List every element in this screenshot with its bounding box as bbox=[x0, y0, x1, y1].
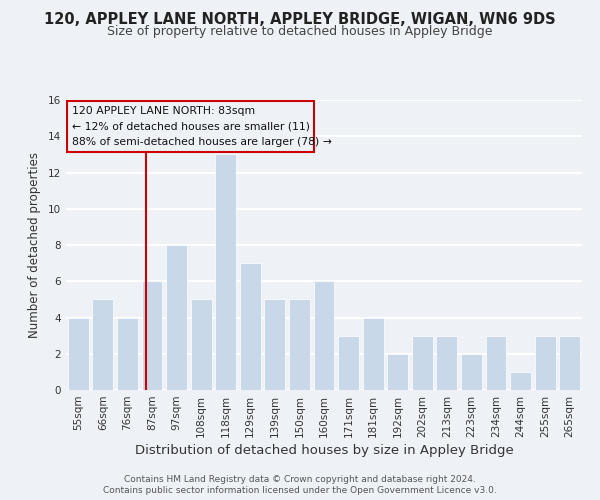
Bar bbox=[559, 336, 580, 390]
Bar bbox=[240, 263, 261, 390]
Bar bbox=[191, 300, 212, 390]
FancyBboxPatch shape bbox=[67, 101, 314, 152]
Bar bbox=[412, 336, 433, 390]
Text: Contains public sector information licensed under the Open Government Licence v3: Contains public sector information licen… bbox=[103, 486, 497, 495]
Y-axis label: Number of detached properties: Number of detached properties bbox=[28, 152, 41, 338]
Text: Contains HM Land Registry data © Crown copyright and database right 2024.: Contains HM Land Registry data © Crown c… bbox=[124, 475, 476, 484]
Bar bbox=[117, 318, 138, 390]
Bar bbox=[461, 354, 482, 390]
Bar bbox=[535, 336, 556, 390]
Bar bbox=[68, 318, 89, 390]
Bar bbox=[92, 300, 113, 390]
Bar bbox=[387, 354, 408, 390]
Bar bbox=[289, 300, 310, 390]
Text: ← 12% of detached houses are smaller (11): ← 12% of detached houses are smaller (11… bbox=[72, 122, 310, 132]
Bar bbox=[362, 318, 383, 390]
Bar bbox=[436, 336, 457, 390]
Bar bbox=[215, 154, 236, 390]
Text: 120 APPLEY LANE NORTH: 83sqm: 120 APPLEY LANE NORTH: 83sqm bbox=[72, 106, 255, 117]
Bar bbox=[510, 372, 531, 390]
Bar bbox=[314, 281, 334, 390]
Text: 88% of semi-detached houses are larger (78) →: 88% of semi-detached houses are larger (… bbox=[72, 137, 332, 147]
Text: 120, APPLEY LANE NORTH, APPLEY BRIDGE, WIGAN, WN6 9DS: 120, APPLEY LANE NORTH, APPLEY BRIDGE, W… bbox=[44, 12, 556, 28]
X-axis label: Distribution of detached houses by size in Appley Bridge: Distribution of detached houses by size … bbox=[134, 444, 514, 457]
Bar bbox=[166, 245, 187, 390]
Bar bbox=[265, 300, 286, 390]
Bar bbox=[485, 336, 506, 390]
Bar bbox=[338, 336, 359, 390]
Bar bbox=[142, 281, 163, 390]
Text: Size of property relative to detached houses in Appley Bridge: Size of property relative to detached ho… bbox=[107, 25, 493, 38]
